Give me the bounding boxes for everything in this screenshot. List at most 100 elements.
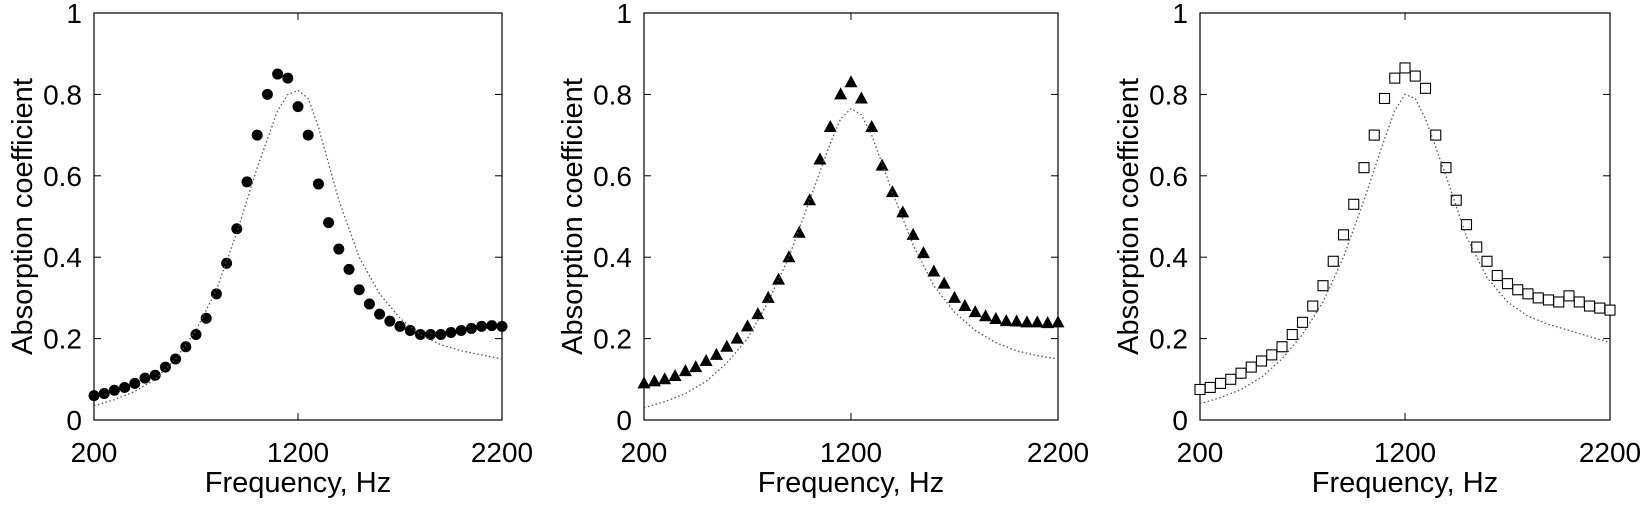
- data-point: [1563, 290, 1575, 302]
- data-point: [149, 369, 161, 381]
- data-point: [875, 158, 889, 171]
- data-point: [98, 388, 110, 400]
- data-point: [241, 176, 253, 188]
- data-point: [1491, 269, 1503, 282]
- y-axis-label: Absorption coefficient: [1113, 78, 1145, 355]
- x-tick-label: 1200: [267, 437, 329, 468]
- data-point: [1594, 302, 1606, 314]
- data-point: [312, 178, 324, 190]
- data-point: [1348, 198, 1360, 210]
- data-point: [384, 315, 396, 327]
- data-point: [139, 372, 151, 384]
- model-curve: [1199, 93, 1611, 405]
- y-tick-label: 0.6: [1149, 161, 1188, 192]
- data-point: [689, 360, 703, 373]
- data-point: [394, 320, 406, 332]
- data-point: [363, 298, 375, 310]
- data-point: [979, 309, 993, 322]
- y-tick-label: 0.4: [1149, 242, 1188, 273]
- data-point: [1020, 315, 1034, 328]
- data-point: [823, 119, 837, 132]
- data-point: [1255, 355, 1268, 367]
- data-point: [1542, 294, 1555, 306]
- data-point: [1286, 328, 1298, 341]
- data-point: [486, 320, 498, 332]
- data-point: [1389, 72, 1401, 84]
- y-tick-label: 0.2: [43, 324, 82, 355]
- y-tick-label: 0.8: [43, 79, 82, 110]
- x-tick-label: 2200: [471, 437, 533, 468]
- data-point: [1532, 292, 1544, 304]
- chart-panel-2: 200 1200 2200 0 0.2 0.4 0.6 0.8 1 Frequency, Hz Ab…: [557, 0, 1089, 499]
- data-point: [455, 324, 467, 336]
- data-point: [465, 322, 477, 334]
- model-curve: [643, 107, 1059, 409]
- data-point: [1296, 316, 1309, 328]
- data-point: [1368, 129, 1380, 141]
- data-point: [1051, 315, 1065, 328]
- data-point: [159, 361, 171, 373]
- x-tick-label: 200: [621, 437, 668, 468]
- y-tick-label: 1: [66, 0, 82, 29]
- data-point: [1481, 255, 1493, 267]
- data-point: [404, 324, 416, 336]
- data-point: [353, 284, 365, 296]
- data-point: [844, 75, 858, 88]
- data-point: [968, 305, 982, 318]
- x-tick-label: 1200: [1374, 437, 1436, 468]
- model-curve: [93, 89, 503, 407]
- data-point: [1583, 300, 1596, 312]
- data-point: [1317, 280, 1329, 292]
- y-axis-label: Absorption coefficient: [7, 78, 39, 355]
- data-point: [190, 329, 202, 341]
- x-tick-label: 2200: [1027, 437, 1089, 468]
- data-point: [751, 307, 765, 320]
- data-point: [272, 68, 284, 80]
- data-point: [916, 246, 930, 259]
- x-tick-label: 200: [71, 437, 118, 468]
- data-point: [1214, 377, 1227, 389]
- x-axis-label: Frequency, Hz: [1312, 467, 1498, 499]
- data-point: [1358, 162, 1370, 174]
- data-point: [730, 331, 744, 344]
- data-point: [1399, 62, 1411, 74]
- data-point: [108, 384, 120, 396]
- data-point: [761, 290, 775, 303]
- data-point: [414, 329, 426, 341]
- data-point: [999, 314, 1013, 327]
- data-point: [647, 374, 661, 387]
- data-point: [1522, 288, 1534, 300]
- data-point: [445, 327, 457, 338]
- data-point: [1041, 316, 1055, 329]
- data-point: [637, 376, 651, 389]
- data-point: [1419, 82, 1432, 94]
- data-point: [170, 353, 182, 365]
- data-point: [1276, 341, 1288, 353]
- y-tick-label: 0: [616, 405, 632, 436]
- data-point: [699, 353, 713, 366]
- data-point: [989, 312, 1003, 325]
- data-point: [854, 91, 868, 104]
- x-tick-label: 200: [1177, 437, 1224, 468]
- y-tick-label: 0.6: [43, 161, 82, 192]
- data-point: [1450, 194, 1462, 206]
- data-point: [200, 312, 212, 324]
- data-point: [782, 250, 796, 263]
- data-point: [374, 308, 386, 320]
- y-tick-label: 0.8: [593, 79, 632, 110]
- data-point: [1430, 129, 1442, 141]
- data-point: [261, 88, 273, 100]
- y-tick-label: 1: [1172, 0, 1188, 29]
- data-point: [1378, 92, 1391, 105]
- y-tick-label: 1: [616, 0, 632, 29]
- data-point: [1307, 300, 1319, 312]
- data-point: [709, 347, 723, 360]
- y-tick-label: 0: [1172, 405, 1188, 436]
- data-point: [813, 152, 827, 165]
- data-point: [1409, 70, 1421, 82]
- data-point: [119, 381, 131, 393]
- y-tick-label: 0.4: [593, 242, 632, 273]
- data-point: [1501, 278, 1514, 290]
- data-point: [1194, 383, 1206, 396]
